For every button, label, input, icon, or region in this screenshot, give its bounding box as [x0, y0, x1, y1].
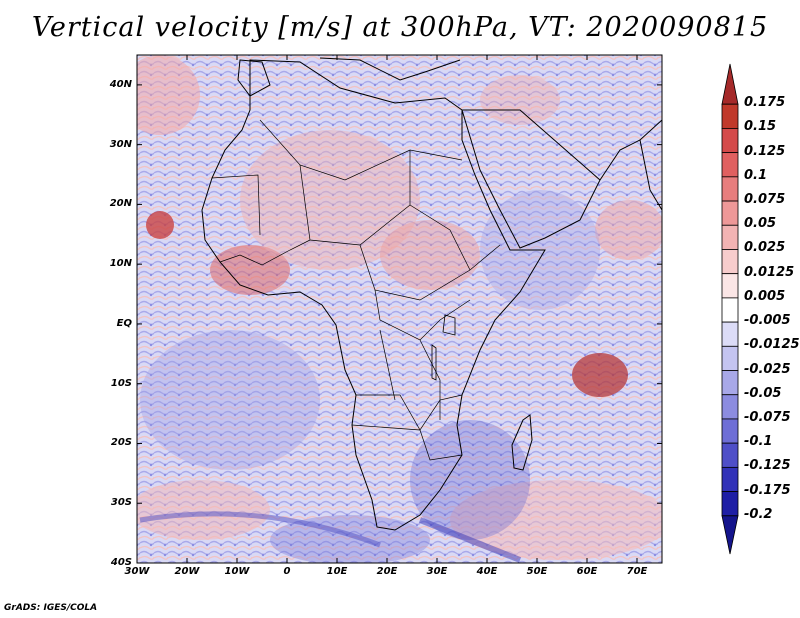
colorbar-label: -0.005	[744, 313, 791, 329]
lat-label: 30N	[109, 138, 132, 150]
colorbar-swatch	[721, 200, 739, 226]
lat-label: 30S	[110, 497, 132, 509]
colorbar-swatch	[721, 345, 739, 371]
lat-label: 40S	[110, 557, 132, 568]
vertical-velocity-field	[137, 55, 662, 563]
lon-label: 0	[283, 566, 291, 577]
colorbar-swatch	[721, 466, 739, 492]
lon-label: 10W	[224, 566, 250, 577]
colorbar-label: 0.025	[744, 240, 786, 256]
lat-label: 10S	[110, 377, 132, 389]
colorbar-swatch	[721, 297, 739, 323]
colorbar-swatch	[721, 515, 739, 555]
country-borders	[211, 119, 501, 461]
colorbar-label: -0.1	[744, 434, 773, 450]
colorbar-label: -0.2	[744, 506, 773, 522]
colorbar-swatch	[721, 442, 739, 468]
colorbar-swatch	[721, 152, 739, 178]
colorbar-label: -0.025	[744, 361, 791, 377]
axis-ticks	[136, 55, 662, 564]
colorbar-label: -0.125	[744, 458, 791, 474]
colorbar-label: 0.175	[744, 95, 786, 111]
map-frame	[136, 54, 663, 564]
lat-label: 20S	[110, 437, 132, 449]
colorbar-swatch	[721, 128, 739, 154]
coastlines	[201, 57, 663, 531]
lon-label: 40E	[476, 566, 498, 577]
lat-label: EQ	[116, 317, 132, 329]
colorbar-label: 0.0125	[744, 264, 795, 280]
lon-label: 20W	[174, 566, 200, 577]
colorbar-label: 0.05	[744, 216, 777, 232]
colorbar-swatch	[721, 103, 739, 129]
lon-label: 70E	[626, 566, 648, 577]
colorbar-label: 0.005	[744, 288, 786, 304]
chart-title: Vertical velocity [m/s] at 300hPa, VT: 2…	[31, 12, 769, 43]
footer-credit: GrADS: IGES/COLA	[4, 603, 98, 613]
colorbar-label: -0.175	[744, 482, 791, 498]
lon-label: 20E	[376, 566, 398, 577]
colorbar-swatch	[721, 491, 739, 517]
colorbar-label: 0.125	[744, 143, 786, 159]
colorbar-swatch	[721, 394, 739, 420]
lon-label: 60E	[576, 566, 598, 577]
colorbar-swatch	[721, 370, 739, 396]
colorbar	[721, 63, 739, 555]
lat-label: 40N	[109, 78, 132, 90]
lon-label: 10E	[326, 566, 348, 577]
colorbar-swatch	[721, 321, 739, 347]
colorbar-label: -0.05	[744, 385, 782, 401]
lat-label: 20N	[109, 198, 132, 210]
lat-label: 10N	[109, 258, 132, 270]
colorbar-label: 0.15	[744, 119, 777, 135]
colorbar-label: -0.0125	[744, 337, 800, 353]
colorbar-swatch	[721, 249, 739, 275]
colorbar-swatch	[721, 273, 739, 299]
lakes	[431, 314, 456, 381]
colorbar-swatch	[721, 224, 739, 250]
lon-label: 30W	[124, 566, 150, 577]
colorbar-swatch	[721, 176, 739, 202]
colorbar-label: 0.1	[744, 167, 768, 183]
lon-label: 30E	[426, 566, 448, 577]
colorbar-swatch	[721, 418, 739, 444]
colorbar-swatch	[721, 63, 739, 105]
colorbar-label: 0.075	[744, 192, 786, 208]
colorbar-label: -0.075	[744, 409, 791, 425]
lon-label: 50E	[526, 566, 548, 577]
